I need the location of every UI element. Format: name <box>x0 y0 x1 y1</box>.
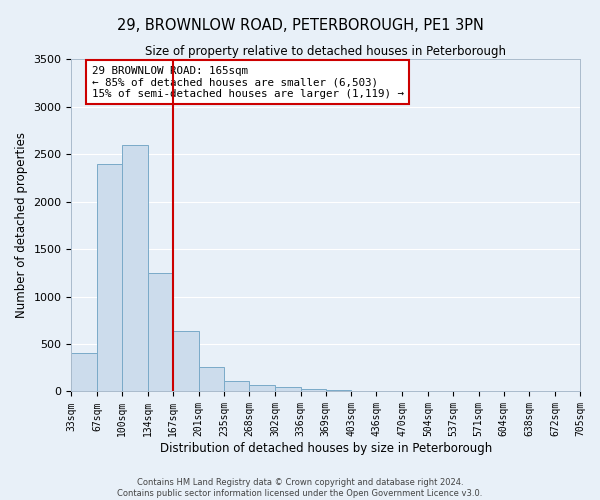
Bar <box>326 390 352 392</box>
Bar <box>148 273 173 392</box>
Title: Size of property relative to detached houses in Peterborough: Size of property relative to detached ho… <box>145 45 506 58</box>
Text: 29 BROWNLOW ROAD: 165sqm
← 85% of detached houses are smaller (6,503)
15% of sem: 29 BROWNLOW ROAD: 165sqm ← 85% of detach… <box>92 66 404 99</box>
Bar <box>224 381 249 392</box>
Text: Contains HM Land Registry data © Crown copyright and database right 2024.
Contai: Contains HM Land Registry data © Crown c… <box>118 478 482 498</box>
Y-axis label: Number of detached properties: Number of detached properties <box>15 132 28 318</box>
Bar <box>173 330 199 392</box>
Bar <box>71 354 97 392</box>
Bar <box>97 164 122 392</box>
Text: 29, BROWNLOW ROAD, PETERBOROUGH, PE1 3PN: 29, BROWNLOW ROAD, PETERBOROUGH, PE1 3PN <box>116 18 484 32</box>
Bar <box>199 367 224 392</box>
Bar <box>122 144 148 392</box>
Bar <box>249 386 275 392</box>
Bar <box>275 387 301 392</box>
Bar <box>301 388 326 392</box>
X-axis label: Distribution of detached houses by size in Peterborough: Distribution of detached houses by size … <box>160 442 492 455</box>
